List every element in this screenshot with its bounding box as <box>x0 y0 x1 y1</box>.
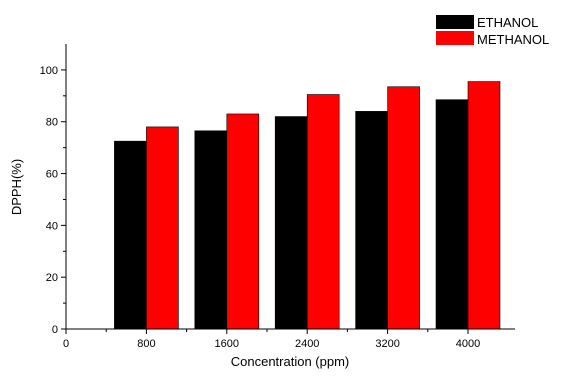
legend: ETHANOL METHANOL <box>436 15 549 47</box>
bar-ethanol-4000 <box>435 99 469 330</box>
bar-ethanol-2400 <box>274 116 308 330</box>
x-ticks: 0 800 1600 2400 3200 4000 <box>63 329 480 350</box>
bars <box>114 81 501 330</box>
bar-methanol-1600 <box>226 113 260 330</box>
x-axis-title: Concentration (ppm) <box>231 354 350 369</box>
y-tick-label: 20 <box>46 272 58 284</box>
x-tick-label: 800 <box>137 338 155 350</box>
bar-ethanol-800 <box>114 140 147 330</box>
bar-ethanol-3200 <box>355 111 388 330</box>
y-tick-label: 80 <box>46 117 58 129</box>
legend-label-ethanol: ETHANOL <box>477 15 538 30</box>
x-tick-label: 1600 <box>215 338 239 350</box>
x-tick-label: 2400 <box>295 338 319 350</box>
x-tick-label: 4000 <box>456 338 480 350</box>
y-tick-label: 100 <box>40 65 58 77</box>
bar-methanol-4000 <box>467 81 501 330</box>
y-tick-label: 40 <box>46 220 58 232</box>
bar-methanol-800 <box>146 126 179 330</box>
axes <box>65 44 515 330</box>
y-axis-title: DPPH(%) <box>9 159 24 215</box>
bar-methanol-2400 <box>306 94 340 330</box>
legend-swatch-methanol <box>436 31 474 45</box>
legend-swatch-ethanol <box>436 15 474 29</box>
y-tick-label: 0 <box>52 324 58 336</box>
bar-methanol-3200 <box>387 86 420 330</box>
x-tick-label: 3200 <box>375 338 399 350</box>
bar-ethanol-1600 <box>194 130 228 330</box>
x-tick-label: 0 <box>63 338 69 350</box>
legend-label-methanol: METHANOL <box>477 32 549 47</box>
y-ticks: 0 20 40 60 80 100 <box>40 65 66 336</box>
y-tick-label: 60 <box>46 169 58 181</box>
